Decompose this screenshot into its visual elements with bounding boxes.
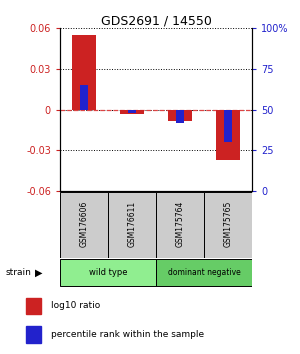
Text: GSM176606: GSM176606 (80, 200, 88, 247)
Bar (26, 297, 41, 314)
Text: GSM175765: GSM175765 (224, 200, 232, 247)
Bar (157, 192, 203, 258)
Text: GSM175764: GSM175764 (176, 200, 184, 247)
Text: percentile rank within the sample: percentile rank within the sample (52, 330, 205, 339)
Bar (72, 35, 96, 110)
Text: GSM176611: GSM176611 (128, 200, 136, 246)
Bar (80, 85, 88, 110)
Bar (216, 110, 240, 160)
Bar (224, 110, 232, 142)
Text: ▶: ▶ (35, 268, 43, 278)
Bar (61, 192, 107, 258)
Bar (109, 192, 155, 258)
Bar (26, 326, 41, 343)
Bar (61, 259, 155, 286)
Bar (157, 259, 251, 286)
Title: GDS2691 / 14550: GDS2691 / 14550 (100, 14, 212, 27)
Bar (205, 192, 251, 258)
Text: wild type: wild type (89, 268, 127, 277)
Bar (120, 110, 144, 114)
Text: strain: strain (6, 268, 32, 277)
Bar (128, 110, 136, 113)
Text: log10 ratio: log10 ratio (52, 301, 101, 310)
Bar (176, 110, 184, 123)
Bar (168, 110, 192, 121)
Text: dominant negative: dominant negative (168, 268, 240, 277)
